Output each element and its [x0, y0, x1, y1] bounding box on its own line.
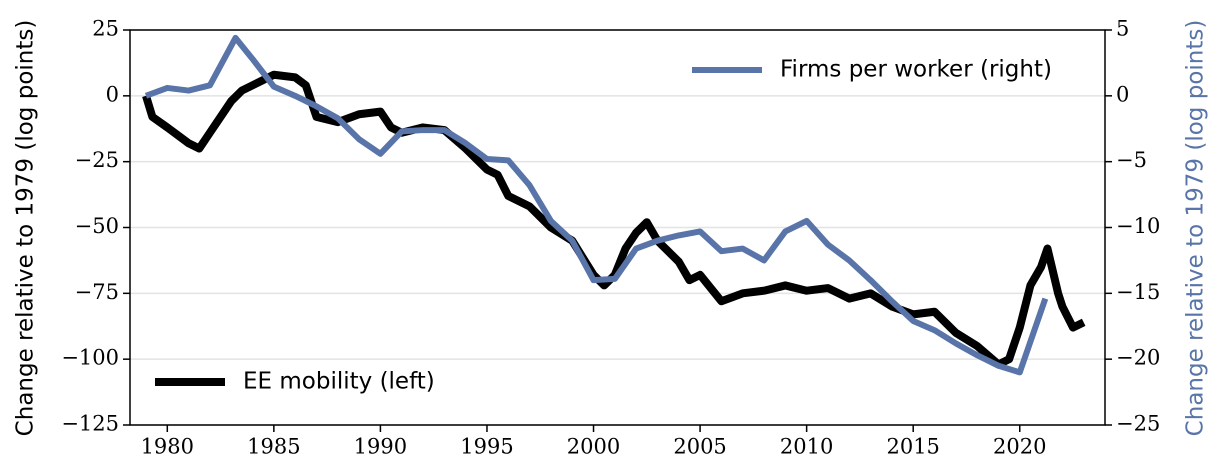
- y-tick-label: 25: [92, 17, 119, 41]
- y-tick-label: −100: [61, 346, 119, 370]
- y2-tick-label: 0: [1116, 82, 1129, 106]
- y-axis-label: Change relative to 1979 (log points): [13, 20, 39, 437]
- x-tick-label: 1990: [354, 435, 407, 459]
- y-tick-label: −125: [61, 412, 119, 436]
- y2-tick-label: −5: [1116, 148, 1147, 172]
- legend-label: EE mobility (left): [243, 369, 435, 395]
- x-tick-label: 2020: [993, 435, 1046, 459]
- y2-axis-label: Change relative to 1979 (log points): [1183, 20, 1209, 437]
- y2-tick-label: −20: [1116, 346, 1160, 370]
- x-tick-label: 1995: [460, 435, 513, 459]
- plot-frame: [129, 29, 1106, 426]
- x-tick-label: 1980: [141, 435, 194, 459]
- x-tick-label: 2010: [780, 435, 833, 459]
- y-tick-label: −25: [75, 148, 119, 172]
- x-tick-label: 2015: [886, 435, 939, 459]
- y2-tick-label: 5: [1116, 17, 1129, 41]
- series-line: [142, 70, 1086, 369]
- y-tick-label: −75: [75, 280, 119, 304]
- x-tick-label: 1985: [247, 435, 300, 459]
- legend-label: Firms per worker (right): [780, 57, 1052, 83]
- y-tick-label: −50: [75, 214, 119, 238]
- y2-tick-label: −10: [1116, 214, 1160, 238]
- x-tick-label: 2000: [567, 435, 620, 459]
- x-tick-label: 2005: [673, 435, 726, 459]
- y2-tick-label: −15: [1116, 280, 1160, 304]
- y-tick-label: 0: [106, 82, 119, 106]
- series-line: [144, 34, 1049, 376]
- y2-tick-label: −25: [1116, 412, 1160, 436]
